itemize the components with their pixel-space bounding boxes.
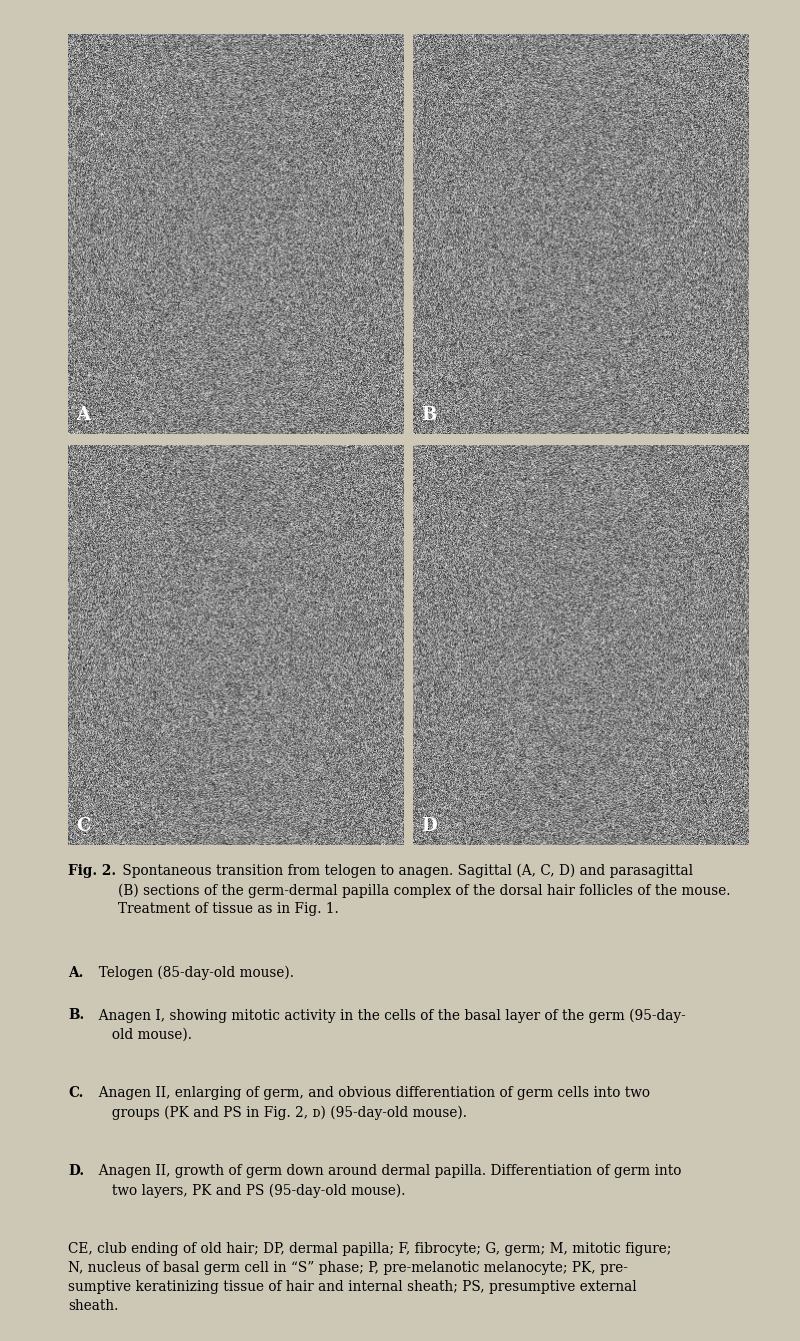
Text: A.: A. xyxy=(68,966,83,979)
Text: Anagen I, showing mitotic activity in the cells of the basal layer of the germ (: Anagen I, showing mitotic activity in th… xyxy=(90,1008,686,1042)
Text: D: D xyxy=(421,817,437,835)
Text: Spontaneous transition from telogen to anagen. Sagittal (A, C, D) and parasagitt: Spontaneous transition from telogen to a… xyxy=(118,864,730,916)
Text: CE, club ending of old hair; DP, dermal papilla; F, fibrocyte; G, germ; M, mitot: CE, club ending of old hair; DP, dermal … xyxy=(68,1242,671,1313)
Text: Anagen II, enlarging of germ, and obvious differentiation of germ cells into two: Anagen II, enlarging of germ, and obviou… xyxy=(90,1086,650,1120)
Text: C.: C. xyxy=(68,1086,83,1100)
Text: A: A xyxy=(76,406,90,424)
Text: D.: D. xyxy=(68,1164,84,1177)
Text: C: C xyxy=(76,817,90,835)
Text: B: B xyxy=(421,406,437,424)
Text: Anagen II, growth of germ down around dermal papilla. Differentiation of germ in: Anagen II, growth of germ down around de… xyxy=(90,1164,682,1198)
Text: Telogen (85-day-old mouse).: Telogen (85-day-old mouse). xyxy=(90,966,294,980)
Text: B.: B. xyxy=(68,1008,84,1022)
Text: Fig. 2.: Fig. 2. xyxy=(68,864,116,877)
